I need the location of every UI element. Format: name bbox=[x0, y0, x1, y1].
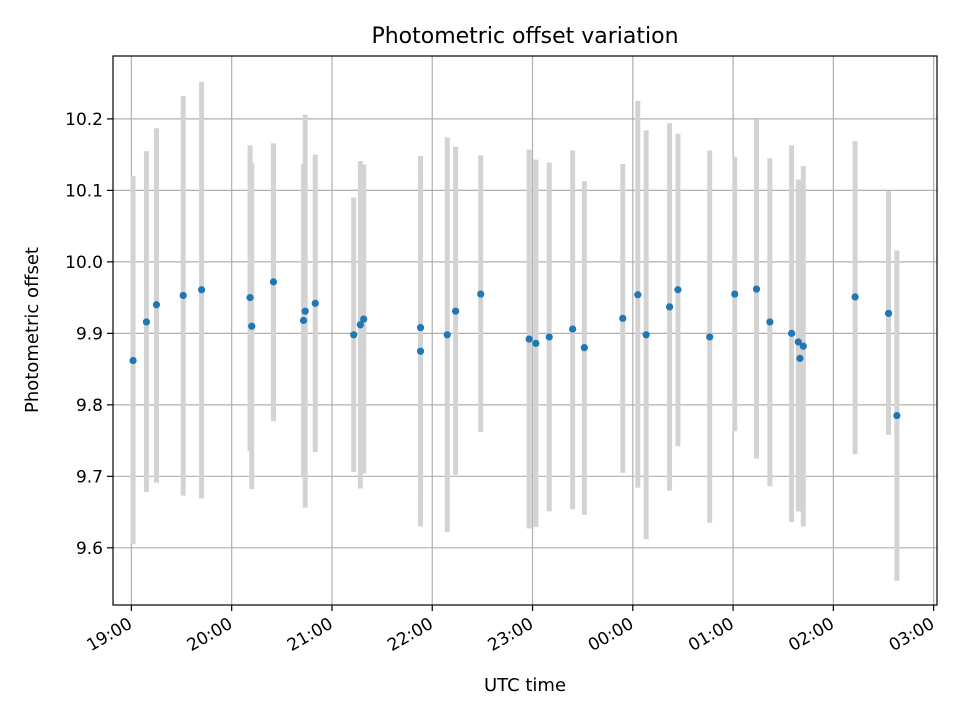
chart-title: Photometric offset variation bbox=[371, 24, 678, 49]
data-point bbox=[619, 314, 627, 322]
data-point bbox=[356, 321, 364, 329]
data-point bbox=[884, 309, 893, 317]
data-point bbox=[301, 307, 309, 315]
y-tick-label: 10.2 bbox=[65, 110, 103, 130]
data-point bbox=[477, 290, 485, 298]
data-point bbox=[634, 291, 642, 299]
data-point bbox=[532, 339, 540, 347]
data-point bbox=[731, 290, 739, 298]
data-point bbox=[787, 329, 796, 337]
data-points bbox=[129, 278, 901, 420]
data-point bbox=[299, 316, 308, 325]
y-axis-ticks: 9.6 9.7 9.8 9.9 10.0 10.1 10.2 bbox=[65, 110, 113, 559]
data-point bbox=[545, 333, 553, 341]
data-point bbox=[152, 301, 161, 309]
data-point bbox=[794, 338, 802, 346]
y-tick-label: 10.1 bbox=[65, 181, 103, 201]
plot-frame bbox=[112, 55, 938, 606]
data-point bbox=[851, 293, 859, 301]
data-point bbox=[580, 344, 588, 352]
data-point bbox=[416, 347, 425, 355]
data-point bbox=[752, 285, 761, 293]
y-tick-label: 9.9 bbox=[76, 324, 103, 344]
data-point bbox=[642, 331, 650, 339]
data-point bbox=[129, 356, 137, 365]
data-point bbox=[179, 291, 187, 300]
data-point bbox=[269, 278, 278, 286]
x-axis-label: UTC time bbox=[484, 675, 566, 696]
data-point bbox=[142, 318, 151, 326]
y-tick-label: 9.8 bbox=[76, 396, 103, 416]
data-point bbox=[416, 324, 425, 332]
data-point bbox=[665, 303, 674, 311]
data-point bbox=[248, 322, 256, 330]
data-point bbox=[706, 333, 714, 341]
data-point bbox=[350, 331, 358, 339]
data-point bbox=[452, 307, 460, 315]
y-axis-label: Photometric offset bbox=[22, 247, 43, 413]
data-point bbox=[443, 331, 451, 339]
data-point bbox=[766, 318, 774, 326]
data-point bbox=[525, 335, 533, 343]
y-tick-label: 9.6 bbox=[76, 539, 103, 559]
y-tick-label: 9.7 bbox=[76, 467, 103, 487]
data-point bbox=[246, 294, 254, 302]
data-point bbox=[799, 342, 807, 350]
data-point bbox=[569, 325, 577, 333]
y-tick-label: 10.0 bbox=[65, 253, 103, 273]
data-point bbox=[360, 315, 368, 323]
data-point bbox=[796, 354, 804, 362]
data-point bbox=[197, 286, 206, 294]
data-point bbox=[893, 411, 901, 420]
data-point bbox=[311, 299, 319, 307]
data-point bbox=[674, 286, 682, 294]
